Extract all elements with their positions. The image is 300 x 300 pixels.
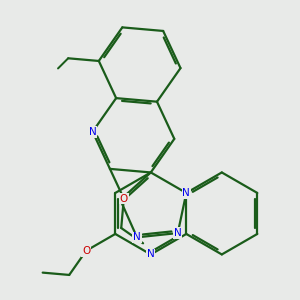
Text: N: N	[182, 188, 190, 198]
Text: N: N	[89, 127, 97, 137]
Text: N: N	[147, 250, 155, 260]
Text: O: O	[120, 194, 128, 204]
Text: O: O	[82, 246, 90, 256]
Text: N: N	[174, 228, 182, 238]
Text: N: N	[133, 232, 141, 242]
